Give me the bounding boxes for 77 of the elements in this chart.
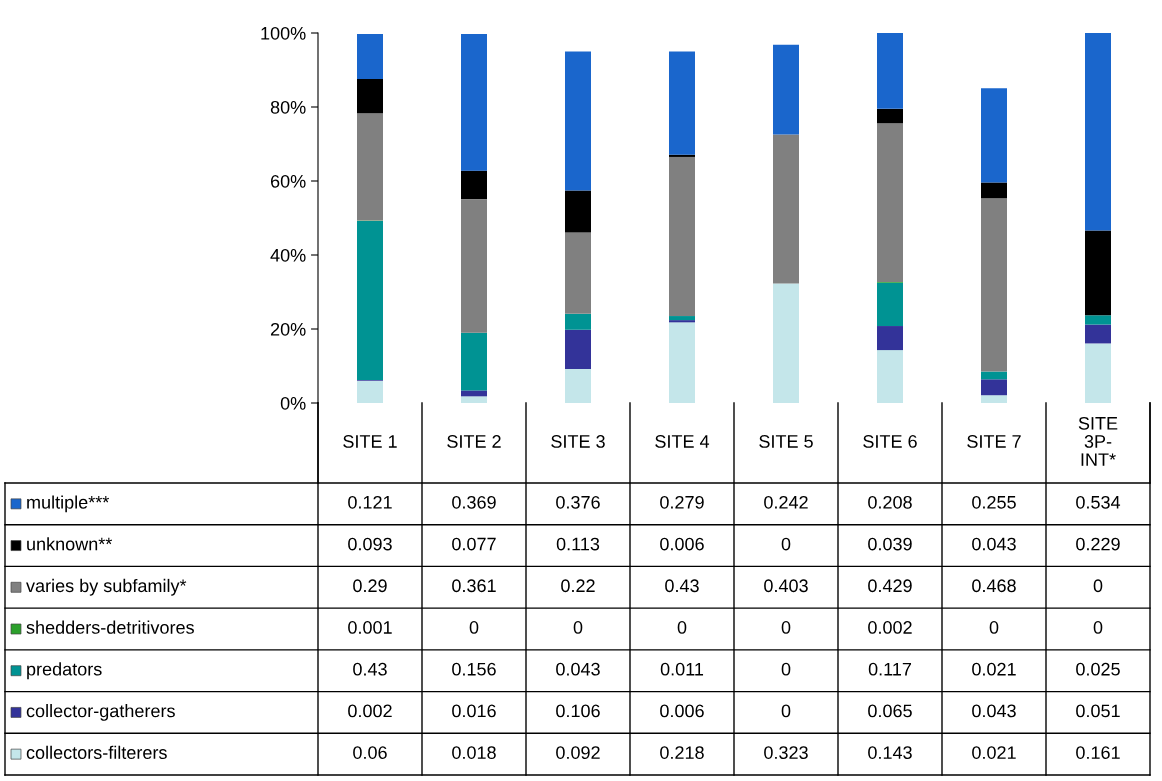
y-tick-label: 60%: [270, 174, 306, 188]
data-label: 0: [989, 621, 999, 634]
data-label: 0.369: [452, 495, 496, 509]
legend-label: predators: [27, 662, 102, 680]
data-label: 0.361: [452, 579, 496, 593]
data-label: 0: [781, 621, 791, 634]
data-label: 0.077: [452, 537, 496, 551]
data-label: 0.468: [972, 579, 1016, 593]
legend-label: collector-gatherers: [26, 704, 175, 721]
data-label: 0.092: [556, 746, 600, 759]
data-label: 0.229: [1076, 537, 1120, 551]
x-tick-label: SITE 3P-INT*: [1078, 416, 1118, 466]
data-label: 0.22: [561, 579, 595, 593]
data-label: 0.021: [972, 746, 1016, 759]
data-label: 0: [573, 621, 583, 634]
data-label: 0.534: [1076, 495, 1121, 509]
data-label: 0.065: [868, 704, 912, 718]
data-label: 0.043: [556, 662, 600, 676]
data-label: 0.161: [1076, 746, 1120, 759]
data-label: 0: [781, 537, 791, 551]
legend-label: unknown**: [27, 537, 113, 551]
data-label: 0.121: [348, 495, 392, 509]
x-tick-label: SITE 5: [759, 435, 813, 448]
data-label: 0.016: [452, 704, 496, 718]
x-tick-label: SITE 1: [343, 435, 397, 448]
data-label: 0.025: [1076, 662, 1120, 676]
data-label: 0.039: [868, 537, 912, 551]
data-label: 0.021: [972, 662, 1016, 676]
data-label: 0.156: [452, 662, 496, 676]
data-label: 0.018: [452, 746, 496, 759]
data-label: 0.006: [660, 704, 704, 718]
x-tick-label: SITE 3: [551, 435, 605, 448]
data-label: 0.106: [556, 704, 600, 718]
y-tick-label: 100%: [261, 26, 306, 40]
legend-label: varies by subfamily*: [26, 578, 187, 596]
data-label: 0.218: [660, 746, 704, 759]
legend-label: collectors-filterers: [26, 745, 167, 759]
data-label: 0.29: [353, 579, 387, 593]
data-label: 0.06: [353, 746, 387, 759]
data-label: 0.093: [348, 537, 392, 551]
data-label: 0.011: [660, 662, 704, 676]
data-label: 0.043: [972, 537, 1016, 551]
data-label: 0.255: [972, 495, 1016, 509]
x-tick-label: SITE 4: [655, 435, 710, 448]
data-label: 0.002: [348, 704, 392, 718]
data-label: 0.043: [972, 704, 1016, 718]
data-label: 0: [781, 662, 791, 676]
data-label: 0.002: [868, 621, 912, 634]
data-label: 0: [469, 621, 479, 634]
data-label: 0: [1093, 579, 1103, 593]
y-tick-label: 80%: [270, 100, 306, 114]
y-tick-label: 0%: [280, 396, 306, 410]
data-label: 0: [677, 621, 687, 634]
data-label: 0.117: [868, 662, 912, 676]
data-label: 0: [1093, 621, 1103, 634]
data-label: 0.403: [764, 579, 808, 593]
legend-label: multiple***: [27, 495, 110, 513]
x-tick-label: SITE 2: [447, 435, 501, 448]
data-label: 0.279: [660, 495, 704, 509]
data-label: 0.429: [868, 579, 912, 593]
y-tick-label: 20%: [270, 322, 306, 336]
data-label: 0.001: [348, 621, 392, 634]
data-label: 0.376: [556, 495, 600, 509]
data-label: 0.143: [868, 746, 912, 759]
data-label: 0.006: [660, 537, 704, 551]
y-tick-label: 40%: [270, 248, 306, 262]
data-label: 0: [781, 704, 791, 718]
data-label: 0.113: [556, 537, 600, 551]
data-label: 0.43: [353, 662, 387, 676]
x-tick-label: SITE 7: [967, 435, 1021, 448]
legend-label: shedders-detritivores: [26, 620, 194, 634]
x-tick-label: SITE 6: [863, 435, 917, 448]
data-label: 0.208: [868, 495, 912, 509]
data-label: 0.242: [764, 495, 808, 509]
data-label: 0.323: [764, 746, 808, 759]
data-label: 0.43: [665, 579, 699, 593]
data-label: 0.051: [1076, 704, 1120, 718]
